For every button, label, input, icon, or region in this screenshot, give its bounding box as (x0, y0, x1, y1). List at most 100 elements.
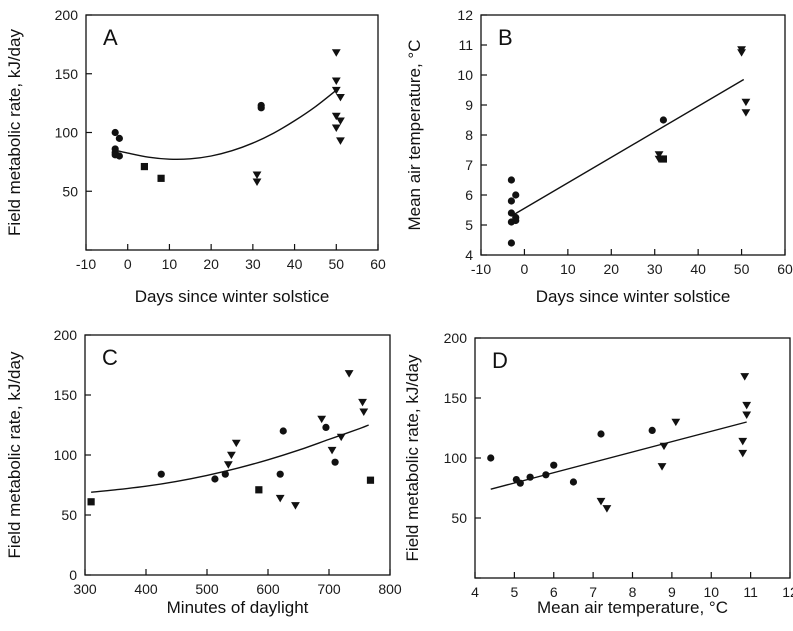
data-point-triangle (331, 49, 341, 57)
data-point-triangle (344, 370, 354, 378)
data-point-triangle (336, 117, 345, 125)
data-point-circle (331, 458, 339, 466)
data-point-circle (512, 191, 520, 199)
data-point-triangle (741, 109, 751, 117)
x-tick-label: 4 (471, 584, 479, 600)
x-tick-label: 50 (734, 261, 750, 277)
data-point-triangle (327, 446, 337, 455)
y-tick-label: 8 (465, 127, 473, 143)
data-point-triangle (331, 86, 341, 95)
data-point-triangle (336, 433, 346, 442)
data-point-triangle (359, 408, 369, 416)
y-tick-label: 100 (444, 450, 468, 466)
x-tick-label: 500 (195, 581, 219, 597)
x-tick-label: 40 (287, 256, 303, 272)
data-point-circle (111, 128, 119, 137)
data-point-triangle (291, 502, 300, 510)
data-point-circle (276, 470, 284, 478)
y-tick-label: 5 (465, 217, 473, 233)
y-tick-label: 200 (55, 7, 79, 23)
y-tick-label: 12 (457, 7, 473, 23)
data-point-circle (115, 152, 123, 160)
x-tick-label: 10 (162, 256, 178, 272)
data-point-circle (569, 478, 578, 486)
data-point-triangle (252, 178, 262, 187)
y-axis-title: Field metabolic rate, kJ/day (5, 351, 24, 558)
data-point-square (140, 162, 148, 171)
y-tick-label: 11 (458, 37, 473, 53)
data-point-triangle (336, 93, 345, 102)
x-tick-label: 10 (703, 584, 719, 600)
x-tick-label: 700 (317, 581, 341, 597)
panel-a: -10 0 10 20 30 40 50 60 50 100 150 200 Days since wi… (5, 7, 386, 306)
y-tick-label: 100 (54, 447, 78, 463)
data-point-triangle (742, 411, 752, 419)
plot-frame (84, 334, 391, 576)
data-point-triangle (358, 398, 367, 407)
y-axis-title: Field metabolic rate, kJ/day (5, 29, 24, 236)
data-point-circle (648, 426, 656, 434)
data-point-square (659, 155, 667, 163)
data-point-circle (507, 239, 515, 247)
data-point-triangle (654, 155, 664, 164)
x-tick-label: 600 (256, 581, 280, 597)
x-axis-title: Days since winter solstice (536, 287, 731, 306)
y-tick-label: 4 (465, 247, 473, 263)
data-point-triangle (738, 437, 748, 446)
data-point-triangle (657, 463, 667, 471)
y-tick-label: 50 (62, 183, 78, 199)
data-point-triangle (227, 451, 236, 460)
data-point-triangle (317, 415, 327, 424)
panel-b: -10 0 10 20 30 40 50 60 4 5 6 7 8 9 10 11 12 Days since w… (405, 7, 793, 306)
data-point-triangle (740, 373, 750, 381)
regression-curve (91, 424, 369, 493)
x-tick-label: 40 (690, 261, 706, 277)
y-tick-label: 50 (61, 507, 77, 523)
x-tick-label: 0 (124, 256, 132, 272)
data-point-circle (526, 473, 534, 481)
x-tick-label: 11 (743, 584, 758, 600)
y-tick-label: 150 (54, 387, 78, 403)
data-point-triangle (737, 49, 746, 57)
data-point-square (255, 486, 263, 494)
data-point-circle (221, 470, 229, 478)
x-tick-label: 800 (378, 581, 402, 597)
y-axis-title: Mean air temperature, °C (405, 39, 424, 230)
y-tick-label: 7 (465, 157, 473, 173)
x-tick-label: 50 (328, 256, 344, 272)
data-point-circle (516, 479, 524, 487)
data-point-circle (211, 475, 219, 483)
x-axis-title: Mean air temperature, °C (537, 598, 728, 617)
data-point-triangle (742, 401, 752, 410)
data-point-triangle (741, 98, 751, 107)
x-tick-label: 400 (134, 581, 158, 597)
y-tick-label: 200 (444, 330, 468, 346)
y-tick-label: 200 (54, 327, 78, 343)
data-point-triangle (602, 505, 612, 513)
y-tick-label: 100 (55, 125, 79, 141)
data-point-triangle (252, 171, 262, 179)
data-point-circle (507, 197, 515, 205)
data-point-circle (512, 216, 520, 225)
data-point-triangle (331, 77, 341, 85)
data-point-circle (322, 423, 330, 431)
panel-d: 4 5 6 7 8 9 10 11 12 50 100 150 200 Mean air temperat… (403, 330, 793, 617)
data-point-circle (542, 471, 550, 479)
y-tick-label: 50 (451, 510, 467, 526)
data-point-triangle (331, 124, 341, 132)
data-point-circle (507, 176, 515, 184)
x-tick-label: 20 (203, 256, 219, 272)
data-point-square (157, 174, 165, 182)
x-tick-label: 5 (510, 584, 518, 600)
data-point-triangle (336, 137, 345, 145)
data-point-circle (157, 470, 165, 478)
panel-letter: D (492, 348, 508, 373)
data-point-triangle (654, 151, 664, 159)
x-tick-label: 30 (245, 256, 261, 272)
panel-letter: C (102, 345, 118, 370)
data-point-triangle (231, 439, 241, 448)
regression-line (511, 78, 745, 217)
x-axis-title: Days since winter solstice (135, 287, 330, 306)
y-tick-label: 6 (465, 187, 473, 203)
